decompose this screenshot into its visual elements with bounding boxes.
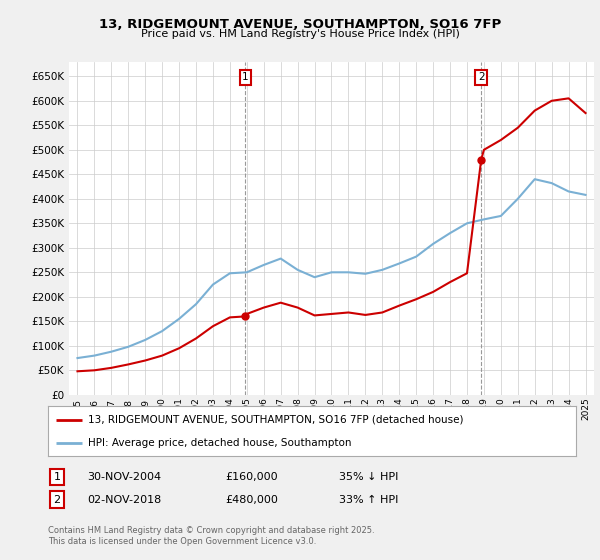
Text: 2: 2	[478, 72, 485, 82]
Text: 02-NOV-2018: 02-NOV-2018	[87, 494, 161, 505]
Text: 33% ↑ HPI: 33% ↑ HPI	[339, 494, 398, 505]
Text: 1: 1	[53, 472, 61, 482]
Text: 1: 1	[242, 72, 249, 82]
Text: 13, RIDGEMOUNT AVENUE, SOUTHAMPTON, SO16 7FP: 13, RIDGEMOUNT AVENUE, SOUTHAMPTON, SO16…	[99, 18, 501, 31]
Text: 35% ↓ HPI: 35% ↓ HPI	[339, 472, 398, 482]
Text: £160,000: £160,000	[225, 472, 278, 482]
Text: 13, RIDGEMOUNT AVENUE, SOUTHAMPTON, SO16 7FP (detached house): 13, RIDGEMOUNT AVENUE, SOUTHAMPTON, SO16…	[88, 414, 463, 424]
Text: HPI: Average price, detached house, Southampton: HPI: Average price, detached house, Sout…	[88, 438, 351, 448]
Text: £480,000: £480,000	[225, 494, 278, 505]
Text: 30-NOV-2004: 30-NOV-2004	[87, 472, 161, 482]
Text: Price paid vs. HM Land Registry's House Price Index (HPI): Price paid vs. HM Land Registry's House …	[140, 29, 460, 39]
Text: Contains HM Land Registry data © Crown copyright and database right 2025.
This d: Contains HM Land Registry data © Crown c…	[48, 526, 374, 546]
Text: 2: 2	[53, 494, 61, 505]
